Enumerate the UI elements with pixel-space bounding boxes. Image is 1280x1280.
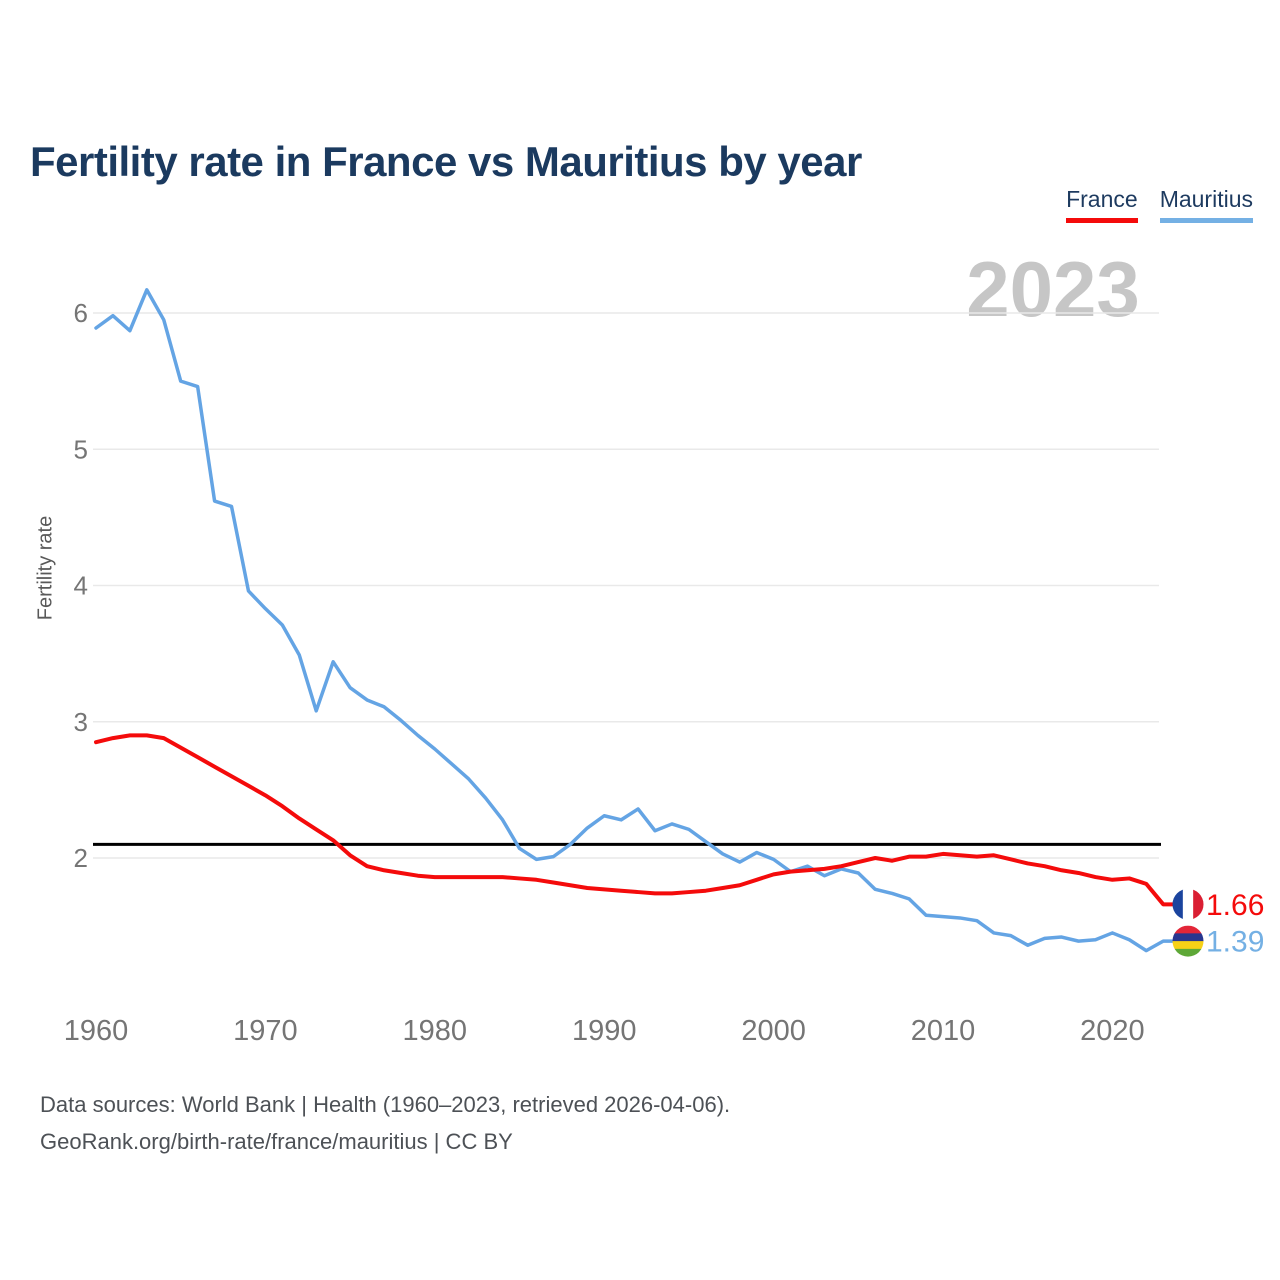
france-line[interactable] <box>94 733 1175 907</box>
mauritius-flag-icon <box>1172 925 1204 957</box>
x-tick-label-1970: 1970 <box>233 1015 298 1047</box>
x-tick-label-1990: 1990 <box>572 1015 637 1047</box>
y-tick-label-6: 6 <box>74 298 88 328</box>
mauritius-end-value: 1.39 <box>1206 926 1264 959</box>
y-tick-label-2: 2 <box>74 843 88 873</box>
x-tick-label-1960: 1960 <box>64 1015 129 1047</box>
legend-item-france[interactable]: France <box>1066 186 1138 223</box>
footer-data-sources: Data sources: World Bank | Health (1960–… <box>40 1092 731 1117</box>
mauritius-line[interactable] <box>94 288 1174 953</box>
x-tick-label-2020: 2020 <box>1080 1015 1145 1047</box>
footer: Data sources: World Bank | Health (1960–… <box>40 1086 730 1160</box>
y-axis-title: Fertility rate <box>34 515 57 621</box>
france-flag-icon <box>1172 888 1204 920</box>
x-tick-label-2000: 2000 <box>741 1015 806 1047</box>
x-tick-label-2010: 2010 <box>911 1015 976 1047</box>
footer-attribution: GeoRank.org/birth-rate/france/mauritius … <box>40 1129 513 1154</box>
legend-item-mauritius[interactable]: Mauritius <box>1159 186 1253 223</box>
y-tick-label-5: 5 <box>74 434 88 464</box>
page-title: Fertility rate in France vs Mauritius by… <box>30 138 862 186</box>
y-tick-label-3: 3 <box>74 707 88 737</box>
y-tick-label-4: 4 <box>74 571 88 601</box>
watermark-year: 2023 <box>966 245 1140 333</box>
legend: France Mauritius <box>1066 186 1253 223</box>
x-tick-label-1980: 1980 <box>403 1015 468 1047</box>
france-end-value: 1.66 <box>1206 889 1264 922</box>
